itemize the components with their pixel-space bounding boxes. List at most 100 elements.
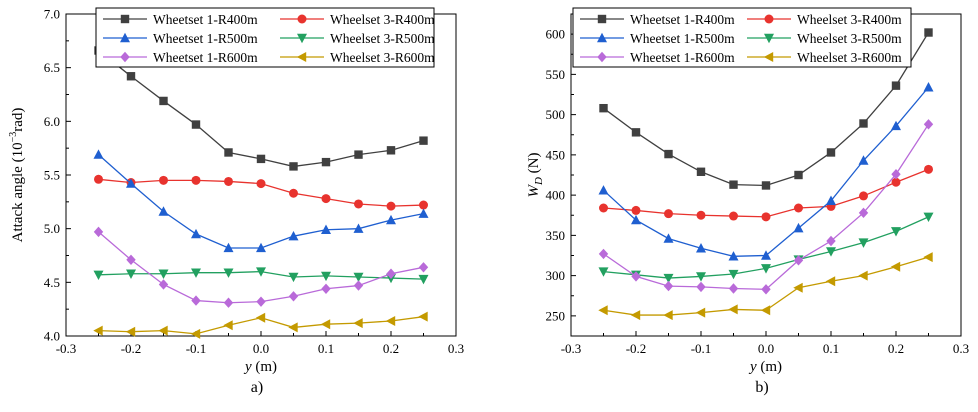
data-point xyxy=(255,312,266,323)
data-point xyxy=(126,72,136,81)
y-tick-label: 4.0 xyxy=(44,329,60,344)
data-point xyxy=(385,315,396,326)
data-point xyxy=(191,268,201,278)
data-point xyxy=(793,255,804,266)
y-tick-label: 350 xyxy=(546,228,566,243)
data-point xyxy=(321,224,331,234)
data-point xyxy=(923,252,933,263)
data-point xyxy=(191,228,201,239)
y-axis-title-var: W xyxy=(526,184,542,198)
y-tick-label: 5.0 xyxy=(44,221,60,236)
data-point xyxy=(191,295,201,306)
data-point xyxy=(93,226,104,238)
data-point xyxy=(696,167,706,176)
data-point xyxy=(126,254,136,265)
data-point xyxy=(93,270,104,281)
x-tick-label: 0.2 xyxy=(888,341,904,356)
data-point xyxy=(761,284,771,295)
y-tick-label: 400 xyxy=(546,188,566,203)
data-point xyxy=(418,262,429,273)
data-point xyxy=(353,272,364,283)
x-tick-label: 0.2 xyxy=(383,341,399,356)
legend-marker xyxy=(764,33,774,44)
y-tick-label: 250 xyxy=(546,308,566,323)
data-point xyxy=(891,168,901,180)
data-point xyxy=(924,28,933,37)
legend-marker xyxy=(297,14,307,24)
data-point xyxy=(794,170,803,180)
data-point xyxy=(386,214,396,225)
legend-label: Wheetset 1-R400m xyxy=(153,12,258,27)
data-point xyxy=(858,155,869,165)
x-tick-label: -0.1 xyxy=(691,341,712,356)
x-tick-label: 0.3 xyxy=(448,341,464,356)
x-tick-label: -0.2 xyxy=(626,341,647,356)
legend-label: Wheelset 3-R600m xyxy=(330,50,435,65)
series-line xyxy=(603,86,929,257)
data-point xyxy=(418,274,429,285)
y-tick-label: 600 xyxy=(546,27,566,42)
data-point xyxy=(126,269,136,279)
x-tick-label: 0.0 xyxy=(253,341,269,356)
data-point xyxy=(598,267,609,277)
series-0 xyxy=(599,28,933,190)
y-axis-title-unit: (N) xyxy=(526,152,542,177)
data-point xyxy=(386,201,396,211)
data-point xyxy=(696,210,706,220)
data-point xyxy=(321,157,331,167)
data-point xyxy=(761,264,771,274)
legend-marker xyxy=(597,32,607,43)
series-4 xyxy=(598,119,934,295)
x-tick-label: -0.3 xyxy=(56,341,77,356)
legend-marker xyxy=(763,52,774,62)
data-point xyxy=(631,128,641,137)
data-point xyxy=(761,250,771,260)
data-point xyxy=(256,296,266,307)
legend-label: Wheelset 3-R500m xyxy=(797,31,902,46)
data-point xyxy=(159,175,168,185)
data-point xyxy=(729,180,738,189)
data-point xyxy=(859,119,868,128)
x-axis-title: y (m) xyxy=(748,359,782,375)
data-point xyxy=(288,322,298,333)
data-point xyxy=(353,318,363,329)
data-point xyxy=(289,188,298,198)
x-axis-title-unit: (m) xyxy=(757,359,782,375)
data-point xyxy=(664,209,673,219)
y-tick-label: 4.5 xyxy=(44,275,60,290)
data-point xyxy=(728,283,739,294)
data-point xyxy=(158,269,169,279)
data-point xyxy=(631,271,641,282)
y-axis-title-subscript: D xyxy=(533,177,545,186)
y-tick-label: 550 xyxy=(546,67,566,82)
data-point xyxy=(418,311,428,322)
data-point xyxy=(826,235,836,247)
x-tick-label: -0.3 xyxy=(561,341,582,356)
legend-label: Wheetset 1-R500m xyxy=(153,31,258,46)
x-tick-label: 0.3 xyxy=(953,341,969,356)
panel-label: b) xyxy=(755,379,768,396)
x-axis-title-unit: (m) xyxy=(252,359,277,375)
data-point xyxy=(728,304,738,315)
data-point xyxy=(663,233,674,243)
data-point xyxy=(891,81,901,90)
y-axis-title: WD (N) xyxy=(526,152,545,197)
data-point xyxy=(663,273,674,284)
legend-marker xyxy=(597,51,607,63)
data-point xyxy=(354,199,363,209)
x-tick-label: -0.1 xyxy=(186,341,207,356)
data-point xyxy=(728,251,739,261)
x-axis-title-var: y xyxy=(748,359,757,375)
legend-label: Wheelset 3-R600m xyxy=(797,50,902,65)
data-point xyxy=(289,162,298,171)
data-point xyxy=(223,297,234,308)
chart-b: -0.3 -0.2 -0.1 0.0 0.1 0.2 0.3 250 300 350 400 450 5… xyxy=(526,7,969,396)
data-point xyxy=(321,283,331,294)
legend-marker xyxy=(120,32,130,43)
data-point xyxy=(793,282,803,293)
data-point xyxy=(598,185,609,195)
data-point xyxy=(353,280,364,291)
series-4 xyxy=(93,226,429,308)
data-point xyxy=(223,320,233,331)
series-5 xyxy=(598,252,933,321)
